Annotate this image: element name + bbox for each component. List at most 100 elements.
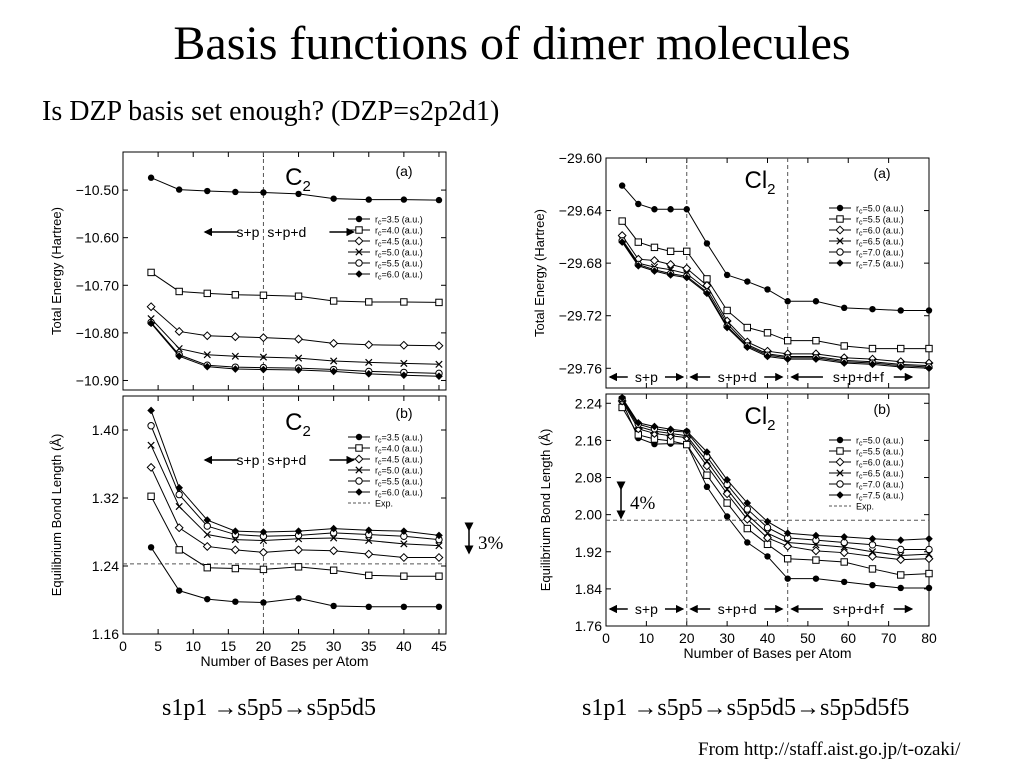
legend-marker bbox=[355, 226, 363, 234]
x-tick-label: 15 bbox=[221, 638, 237, 654]
legend-entry: rc=6.5 (a.u.) bbox=[856, 469, 904, 481]
x-tick-label: 0 bbox=[119, 638, 127, 654]
data-point bbox=[400, 540, 408, 548]
data-point bbox=[203, 530, 211, 539]
data-point bbox=[400, 196, 408, 203]
region-label: s+p+d bbox=[267, 224, 306, 240]
legend-entry: Exp. bbox=[375, 499, 393, 509]
x-tick-label: 10 bbox=[639, 630, 655, 646]
region-label: s+p+d bbox=[718, 601, 757, 617]
legend-entry: rc=5.0 (a.u.) bbox=[375, 248, 423, 260]
data-point bbox=[764, 286, 771, 293]
legend-marker bbox=[355, 444, 363, 452]
legend-entry: rc=5.5 (a.u.) bbox=[856, 215, 904, 227]
data-point bbox=[634, 418, 643, 427]
y-tick-label: −29.60 bbox=[559, 150, 602, 166]
legend-entry: rc=6.5 (a.u.) bbox=[856, 237, 904, 249]
series-line bbox=[150, 323, 439, 377]
legend-entry: rc=6.0 (a.u.) bbox=[375, 270, 423, 282]
legend-marker bbox=[836, 436, 844, 444]
plot-frame bbox=[122, 395, 447, 635]
series-line bbox=[150, 322, 439, 374]
data-point bbox=[744, 278, 751, 285]
data-point bbox=[723, 323, 731, 332]
y-tick-label: 2.24 bbox=[575, 395, 602, 411]
panel-label: (b) bbox=[395, 405, 412, 421]
data-point bbox=[650, 243, 659, 252]
legend-entry: rc=4.0 (a.u.) bbox=[375, 444, 423, 456]
data-point bbox=[434, 341, 444, 351]
data-point bbox=[839, 548, 849, 558]
data-point bbox=[634, 261, 643, 270]
data-point bbox=[869, 305, 876, 313]
data-point bbox=[743, 511, 751, 519]
data-point bbox=[400, 298, 408, 306]
legend-marker bbox=[355, 477, 363, 485]
legend-marker bbox=[836, 469, 844, 477]
data-point bbox=[330, 357, 338, 365]
data-point bbox=[294, 545, 304, 555]
data-point bbox=[175, 186, 183, 193]
data-point bbox=[231, 291, 240, 299]
y-tick-label: 1.24 bbox=[92, 558, 119, 574]
series-line bbox=[150, 547, 439, 608]
legend-marker bbox=[836, 491, 844, 499]
source-note: From http://staff.aist.go.jp/t-ozaki/ bbox=[698, 739, 961, 760]
data-point bbox=[364, 340, 374, 350]
data-point bbox=[763, 352, 772, 361]
x-tick-label: 20 bbox=[679, 630, 695, 646]
data-point bbox=[925, 344, 933, 353]
data-point bbox=[329, 524, 338, 533]
data-point bbox=[232, 188, 239, 196]
series-line bbox=[150, 467, 439, 558]
region-label: s+p bbox=[635, 369, 658, 385]
data-point bbox=[925, 584, 933, 592]
x-tick-label: 0 bbox=[602, 630, 610, 646]
data-point bbox=[365, 571, 373, 580]
legend-entry: rc=3.5 (a.u.) bbox=[375, 215, 423, 227]
y-tick-label: 1.16 bbox=[92, 626, 119, 642]
legend-marker bbox=[355, 270, 363, 278]
c2-3pct-note: 3% bbox=[478, 533, 504, 554]
data-point bbox=[147, 422, 155, 430]
data-point bbox=[329, 546, 339, 556]
data-point bbox=[259, 291, 268, 299]
data-point bbox=[330, 602, 337, 610]
y-axis-label: Equilibrium Bond Length (Å) bbox=[49, 434, 64, 597]
data-point bbox=[812, 336, 820, 345]
c2-energy-panel: −10.90 −10.80 −10.70 −10.60 −10.50 Total Ener… bbox=[49, 151, 447, 391]
data-point bbox=[295, 190, 302, 198]
y-tick-label: 2.00 bbox=[575, 507, 602, 523]
data-point bbox=[763, 329, 772, 337]
legend-entry: rc=7.0 (a.u.) bbox=[856, 480, 904, 492]
x-tick-label: 70 bbox=[881, 630, 897, 646]
legend-entry: rc=7.0 (a.u.) bbox=[856, 248, 904, 260]
data-point bbox=[635, 200, 642, 208]
data-point bbox=[666, 425, 675, 434]
y-tick-label: 1.92 bbox=[575, 544, 602, 560]
y-axis-label: Total Energy (Hartree) bbox=[532, 209, 547, 337]
legend-marker bbox=[836, 215, 844, 223]
legend-entry: rc=3.5 (a.u.) bbox=[375, 433, 423, 445]
data-point bbox=[868, 344, 877, 353]
data-point bbox=[743, 323, 752, 332]
data-point bbox=[683, 247, 691, 256]
data-point bbox=[258, 333, 268, 343]
x-tick-label: 20 bbox=[256, 638, 272, 654]
data-point bbox=[231, 527, 240, 535]
data-point bbox=[147, 406, 155, 415]
data-point bbox=[812, 298, 820, 305]
data-point bbox=[683, 206, 690, 213]
data-point bbox=[435, 372, 443, 380]
data-point bbox=[174, 326, 184, 336]
data-point bbox=[175, 546, 183, 554]
x-tick-label: 25 bbox=[291, 638, 307, 654]
data-point bbox=[618, 182, 626, 189]
series-line bbox=[150, 410, 440, 536]
data-point bbox=[783, 355, 792, 363]
legend-entry: rc=5.5 (a.u.) bbox=[856, 447, 904, 459]
data-point bbox=[682, 273, 691, 282]
data-point bbox=[634, 238, 642, 246]
data-point bbox=[294, 334, 304, 344]
data-point bbox=[764, 553, 771, 560]
